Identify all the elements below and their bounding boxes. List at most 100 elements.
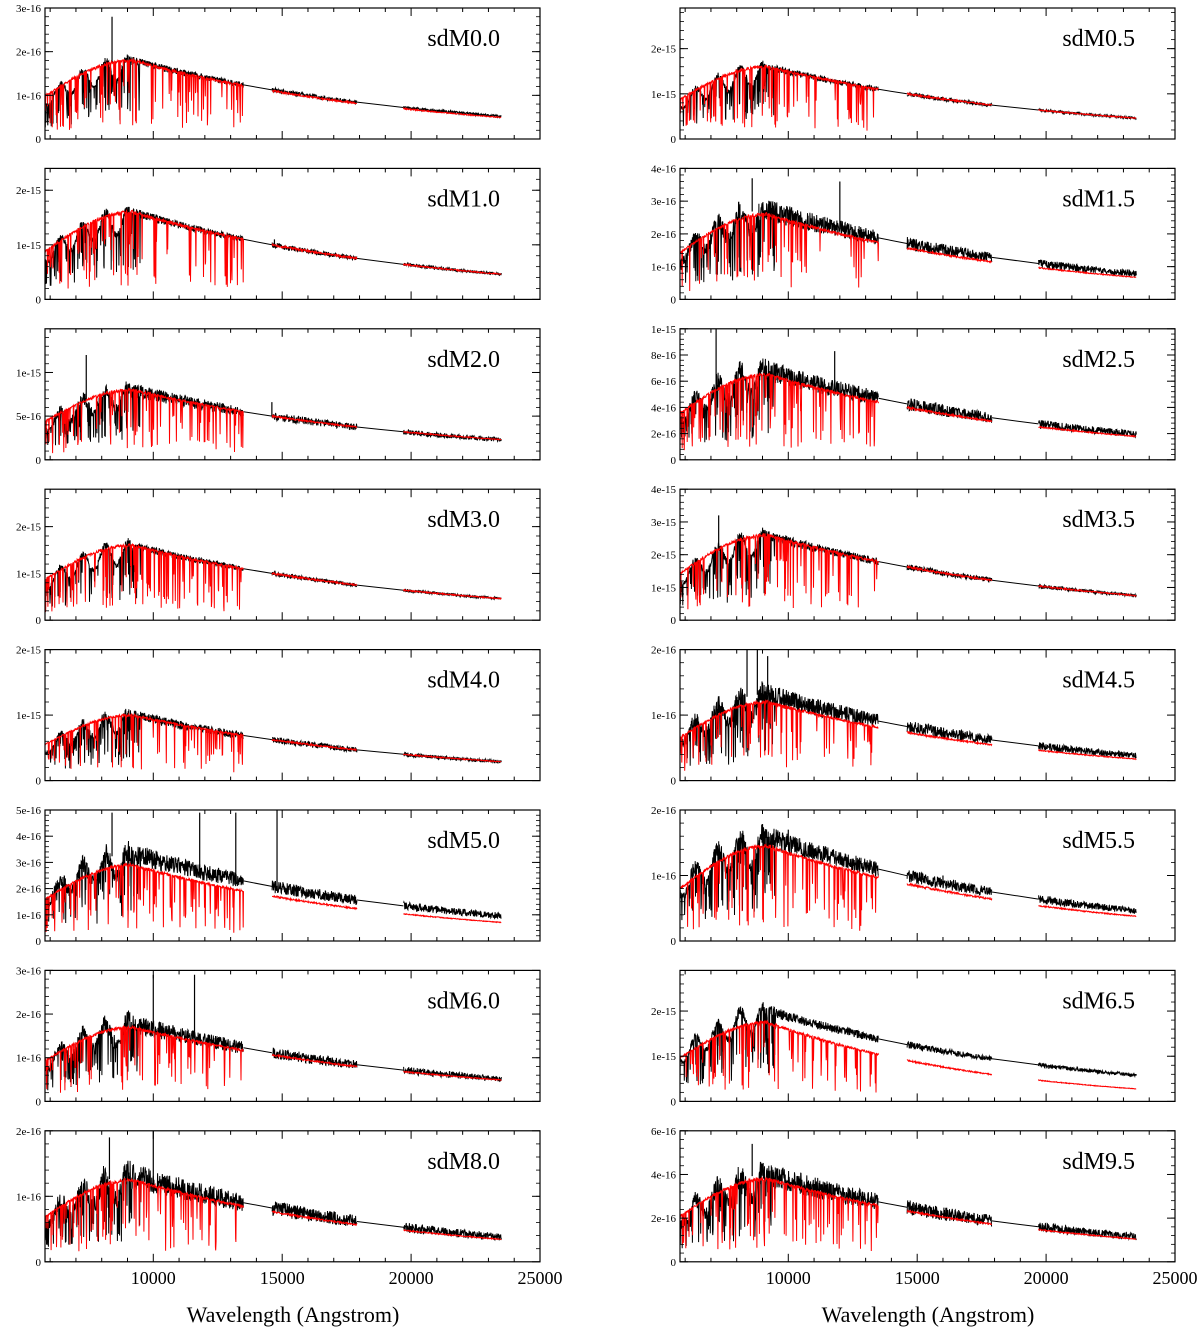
observed-spectrum-line xyxy=(680,823,1137,921)
panel-sdm2-0: 0 5e-16 1e-15 sdM2.0 xyxy=(16,328,541,467)
panel-spectral-type-label: sdM3.0 xyxy=(427,507,500,533)
model-spectrum-line xyxy=(680,64,1137,131)
data-layer xyxy=(45,355,502,454)
y-tick-label: 2e-16 xyxy=(651,645,677,657)
panel-spectral-type-label: sdM0.0 xyxy=(427,26,500,52)
observed-spectrum-line xyxy=(680,200,1137,283)
data-layer xyxy=(680,328,1137,451)
y-tick-label: 1e-16 xyxy=(651,710,677,722)
y-tick-label: 1e-15 xyxy=(16,568,42,580)
panel-spectral-type-label: sdM3.5 xyxy=(1062,507,1135,533)
y-tick-label: 8e-16 xyxy=(651,350,677,362)
panel-frame xyxy=(44,969,541,1103)
model-spectrum-line xyxy=(680,1019,1137,1093)
y-tick-label: 0 xyxy=(671,776,677,788)
data-layer xyxy=(45,974,502,1093)
x-axis-label-right: Wavelength (Angstrom) xyxy=(822,1302,1035,1327)
x-tick-label: 10000 xyxy=(131,1268,176,1288)
y-tick-label: 6e-16 xyxy=(651,1126,677,1138)
x-tick-label: 25000 xyxy=(1153,1268,1198,1288)
panel-sdm4-5: 0 1e-16 2e-16 sdM4.5 xyxy=(651,645,1176,788)
x-axis-label-left: Wavelength (Angstrom) xyxy=(187,1302,400,1327)
y-tick-label: 3e-16 xyxy=(16,857,42,869)
panel-spectral-type-label: sdM1.5 xyxy=(1062,186,1135,212)
observed-spectrum-line xyxy=(680,1002,1137,1085)
panel-frame xyxy=(44,7,541,140)
panel-spectral-type-label: sdM2.0 xyxy=(427,347,500,373)
y-tick-label: 0 xyxy=(36,615,42,627)
y-tick-label: 1e-15 xyxy=(16,240,42,252)
y-tick-label: 2e-15 xyxy=(16,645,42,657)
y-tick-label: 5e-16 xyxy=(16,411,42,423)
y-tick-label: 4e-16 xyxy=(16,831,42,843)
y-tick-label: 1e-16 xyxy=(651,871,677,883)
panel-sdm3-5: 0 1e-15 2e-15 3e-15 4e-15 sdM3.5 xyxy=(651,484,1176,627)
observed-spectrum-line xyxy=(45,381,502,446)
model-spectrum-line xyxy=(45,1177,502,1252)
y-tick-label: 2e-16 xyxy=(651,1213,677,1225)
model-spectrum-line xyxy=(680,1176,1137,1252)
model-spectrum-line xyxy=(45,209,502,289)
y-tick-label: 3e-15 xyxy=(651,517,677,529)
y-tick-label: 1e-16 xyxy=(16,90,42,102)
y-tick-label: 0 xyxy=(671,936,677,948)
panel-spectral-type-label: sdM9.5 xyxy=(1062,1149,1135,1175)
model-spectrum-line xyxy=(680,211,1137,292)
data-layer xyxy=(680,649,1137,771)
y-tick-label: 2e-15 xyxy=(16,522,42,534)
y-tick-label: 4e-16 xyxy=(651,402,677,414)
data-layer xyxy=(45,206,502,289)
y-tick-label: 1e-15 xyxy=(16,710,42,722)
panel-sdm1-0: 0 1e-15 2e-15 sdM1.0 xyxy=(16,167,541,306)
x-tick-label: 20000 xyxy=(389,1268,434,1288)
model-spectrum-line xyxy=(680,842,1137,931)
y-tick-label: 0 xyxy=(671,1257,677,1269)
panel-spectral-type-label: sdM5.0 xyxy=(427,828,500,854)
panel-spectral-type-label: sdM6.0 xyxy=(427,988,500,1014)
panel-frame xyxy=(679,328,1176,461)
data-layer xyxy=(45,810,502,933)
y-tick-label: 2e-15 xyxy=(16,185,42,197)
panel-spectral-type-label: sdM6.5 xyxy=(1062,988,1135,1014)
model-spectrum-line xyxy=(45,57,502,130)
y-tick-label: 0 xyxy=(671,615,677,627)
y-tick-label: 4e-15 xyxy=(651,484,677,496)
y-tick-label: 1e-16 xyxy=(651,262,677,274)
model-spectrum-line xyxy=(45,387,502,454)
data-layer xyxy=(45,708,502,773)
observed-spectrum-line xyxy=(680,1161,1137,1249)
y-tick-label: 1e-15 xyxy=(16,367,42,379)
y-tick-label: 2e-16 xyxy=(16,1126,42,1138)
observed-spectrum-line xyxy=(45,840,502,924)
data-layer xyxy=(680,60,1137,131)
y-tick-label: 0 xyxy=(36,294,42,306)
y-tick-label: 5e-16 xyxy=(16,805,42,817)
panel-spectral-type-label: sdM4.5 xyxy=(1062,668,1135,694)
y-tick-label: 0 xyxy=(36,1096,42,1108)
model-spectrum-line xyxy=(45,542,502,613)
y-tick-label: 4e-16 xyxy=(651,163,677,175)
panel-spectral-type-label: sdM0.5 xyxy=(1062,26,1135,52)
panel-sdm1-5: 0 1e-16 2e-16 3e-16 4e-16 sdM1.5 xyxy=(651,163,1176,306)
data-layer xyxy=(680,823,1137,931)
panel-spectral-type-label: sdM1.0 xyxy=(427,186,500,212)
y-tick-label: 1e-16 xyxy=(16,1191,42,1203)
panel-sdm4-0: 0 1e-15 2e-15 sdM4.0 xyxy=(16,645,541,788)
y-tick-label: 3e-16 xyxy=(16,965,42,977)
y-tick-label: 1e-16 xyxy=(16,1053,42,1065)
y-tick-label: 2e-16 xyxy=(16,47,42,59)
data-layer xyxy=(680,1002,1137,1093)
data-layer xyxy=(680,1143,1137,1252)
panel-sdm6-0: 0 1e-16 2e-16 3e-16 sdM6.0 xyxy=(16,965,541,1108)
panel-sdm9-5: 0 2e-16 4e-16 6e-16 sdM9.5 10000 15000 20000 250… xyxy=(651,1126,1198,1288)
y-tick-label: 3e-16 xyxy=(651,196,677,208)
y-tick-label: 0 xyxy=(36,455,42,467)
panel-sdm0-5: 0 1e-15 2e-15 sdM0.5 xyxy=(651,7,1176,146)
model-spectrum-line xyxy=(45,1024,502,1093)
y-tick-label: 1e-15 xyxy=(651,89,677,101)
y-tick-label: 1e-15 xyxy=(651,582,677,594)
data-layer xyxy=(680,515,1137,610)
y-tick-label: 1e-15 xyxy=(651,1051,677,1063)
